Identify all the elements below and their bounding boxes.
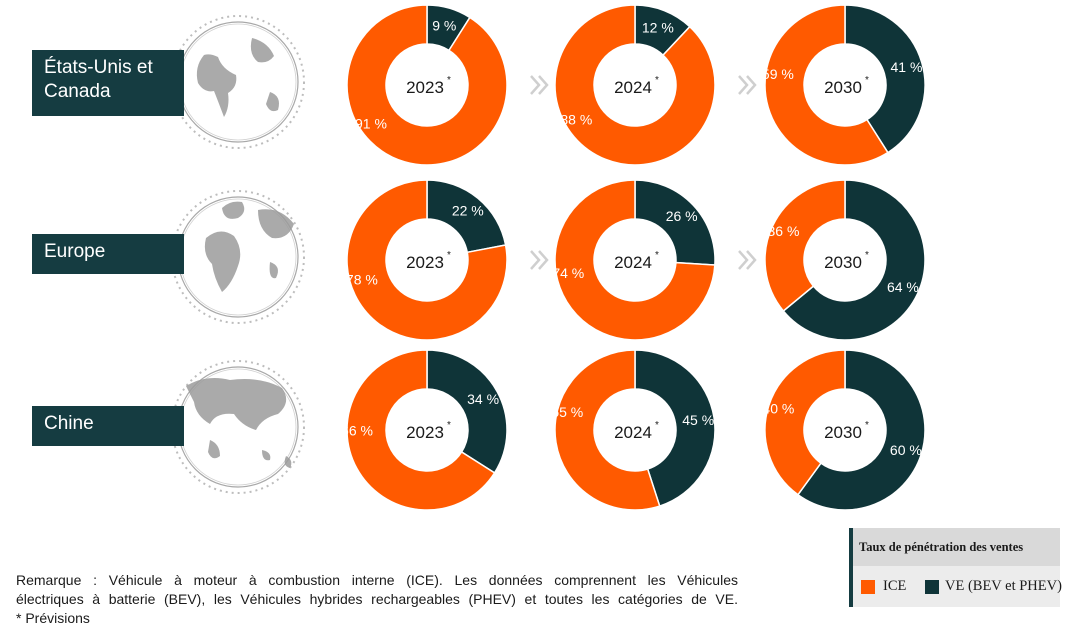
donut-slice-ve (426, 349, 508, 474)
forecast-marker: * (655, 420, 659, 431)
globe-icon (171, 190, 305, 324)
donut-slice-ice (764, 179, 846, 313)
legend-items: ICE VE (BEV et PHEV) (853, 566, 1062, 607)
donut-year-label: 2030 (824, 253, 862, 272)
data-label-ve: 26 % (666, 208, 698, 224)
donut-slice-ice (554, 349, 661, 511)
forecast-marker: * (865, 250, 869, 261)
legend: Taux de pénétration des ventes ICE VE (B… (849, 528, 1062, 607)
legend-title: Taux de pénétration des ventes (853, 528, 1060, 566)
globe-icon (171, 15, 305, 149)
legend-label-ice: ICE (883, 578, 907, 594)
forecast-marker: * (655, 250, 659, 261)
donut-slice-ice (554, 179, 716, 341)
donut-year-label: 2023 (406, 423, 444, 442)
data-label-ice: 66 % (341, 422, 373, 438)
donut-year-label: 2024 (614, 78, 652, 97)
forecast-marker: * (447, 75, 451, 86)
region-label-north-america: États-Unis et Canada (32, 50, 184, 116)
chevron-icon (530, 250, 549, 270)
forecast-marker: * (655, 75, 659, 86)
legend-swatch-ice (861, 580, 875, 594)
donut-year-label: 2030 (824, 78, 862, 97)
donut-slice-ice (346, 4, 508, 166)
footnote: Remarque : Véhicule à moteur à combustio… (16, 571, 738, 628)
donut-year-label: 2024 (614, 423, 652, 442)
donut-slice-ice (554, 4, 716, 166)
forecast-marker: * (865, 420, 869, 431)
region-label-line: Chine (44, 413, 94, 434)
data-label-ice: 88 % (560, 111, 592, 127)
forecast-marker: * (865, 75, 869, 86)
donut-year-label: 2023 (406, 78, 444, 97)
chevron-icon (530, 75, 549, 95)
chevron-icon (738, 250, 757, 270)
data-label-ice: 74 % (552, 265, 584, 281)
globe-icon (171, 360, 305, 494)
donut-slice-ice (764, 4, 889, 166)
donut-slice-ve (782, 179, 926, 341)
donut-year-label: 2030 (824, 423, 862, 442)
data-label-ve: 60 % (890, 442, 922, 458)
donut-year-label: 2023 (406, 253, 444, 272)
donut-slice-ice (764, 349, 846, 496)
donut-slice-ve (634, 179, 716, 266)
data-label-ice: 40 % (762, 400, 794, 416)
data-label-ve: 41 % (890, 59, 922, 75)
donut-slice-ve (796, 349, 926, 511)
donut-slice-ice (346, 179, 508, 341)
data-label-ve: 12 % (642, 19, 674, 35)
region-label-line: États-Unis et (44, 57, 153, 78)
data-label-ve: 9 % (432, 17, 456, 33)
data-label-ice: 55 % (551, 404, 583, 420)
forecast-marker: * (447, 250, 451, 261)
donut-slice-ve (634, 349, 716, 508)
data-label-ice: 59 % (762, 66, 794, 82)
region-label-china: Chine (32, 406, 184, 446)
data-label-ve: 45 % (682, 412, 714, 428)
region-label-line: Europe (44, 241, 106, 262)
data-label-ve: 22 % (452, 203, 484, 219)
region-label-line: Canada (44, 81, 111, 102)
donut-slice-ve (844, 4, 926, 154)
forecast-marker: * (447, 420, 451, 431)
footnote-line: * Prévisions (16, 610, 90, 626)
data-label-ve: 34 % (467, 391, 499, 407)
region-label-europe: Europe (32, 234, 184, 274)
footnote-line: Remarque : Véhicule à moteur à combustio… (16, 572, 738, 588)
donut-chart-grid: 2023 *91 %9 %2024 *88 %12 %2030 *59 % 41 %20… (171, 4, 926, 511)
legend-swatch-ve (925, 580, 939, 594)
data-label-ice: 78 % (346, 272, 378, 288)
data-label-ice: 91 % (355, 116, 387, 132)
chevron-icon (738, 75, 757, 95)
donut-year-label: 2024 (614, 253, 652, 272)
data-label-ve: 64 % (887, 279, 919, 295)
donut-slice-ice (346, 349, 496, 511)
footnote-line: électriques à batterie (BEV), les Véhicu… (16, 591, 738, 607)
legend-label-ve: VE (BEV et PHEV) (945, 578, 1062, 594)
data-label-ice: 36 % (768, 223, 800, 239)
